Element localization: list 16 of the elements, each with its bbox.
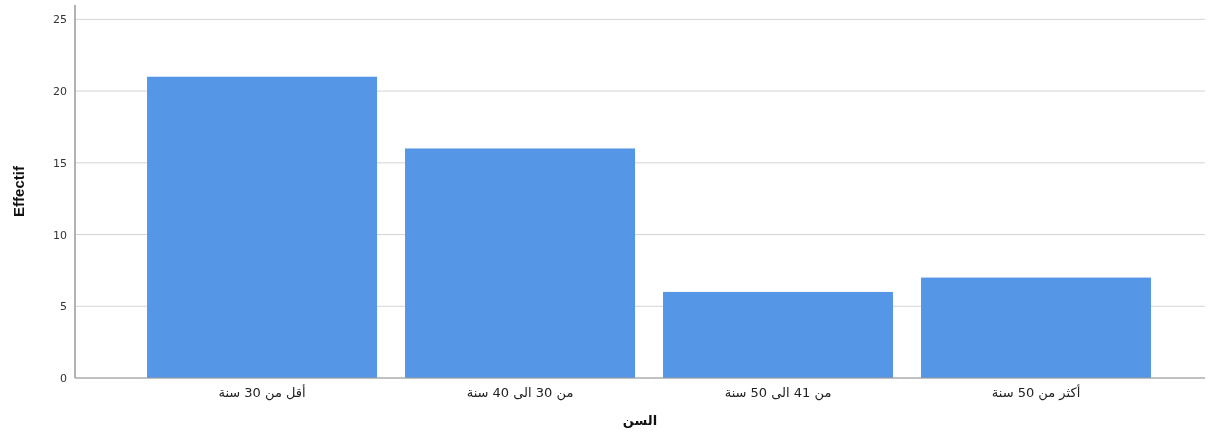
bar — [663, 291, 894, 378]
bar — [147, 76, 378, 378]
y-tick-label: 10 — [53, 228, 67, 242]
x-tick-label: أكثر من 50 سنة — [991, 384, 1081, 401]
x-tick-label: من 41 الى 50 سنة — [724, 385, 832, 401]
bar — [405, 148, 636, 378]
y-tick-label: 5 — [60, 300, 67, 314]
y-axis-title: Effectif — [10, 165, 27, 217]
x-tick-label: أقل من 30 سنة — [218, 384, 306, 401]
x-tick-label: من 30 الى 40 سنة — [466, 385, 574, 401]
y-tick-label: 25 — [53, 13, 67, 27]
x-axis-title: السن — [622, 413, 658, 428]
y-tick-label: 15 — [53, 156, 67, 170]
bar — [921, 277, 1152, 378]
y-tick-label: 20 — [53, 85, 67, 99]
y-tick-label: 0 — [60, 372, 67, 385]
